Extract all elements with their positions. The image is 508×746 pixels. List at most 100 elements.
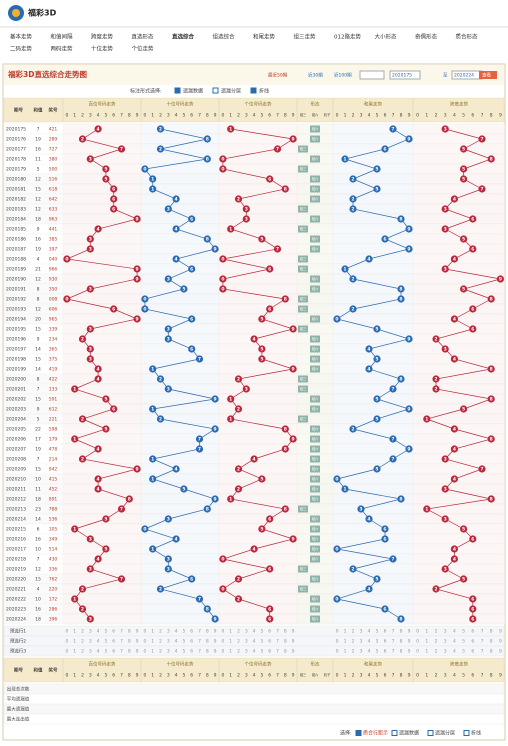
preset-digit[interactable]: 7 [120, 639, 123, 645]
preset-digit[interactable]: 8 [400, 639, 403, 645]
preset-digit[interactable]: 9 [499, 649, 502, 655]
select[interactable] [359, 70, 385, 80]
preset-digit[interactable]: 1 [229, 629, 232, 635]
preset-digit[interactable]: 8 [284, 629, 287, 635]
preset-digit[interactable]: 8 [400, 629, 403, 635]
preset-digit[interactable]: 8 [490, 639, 493, 645]
preset-digit[interactable]: 5 [182, 649, 185, 655]
preset-digit[interactable]: 2 [352, 649, 355, 655]
nav-link[interactable]: 直选综合 [172, 33, 195, 41]
preset-digit[interactable]: 7 [481, 629, 484, 635]
preset-digit[interactable]: 5 [260, 639, 263, 645]
preset-digit[interactable]: 8 [128, 639, 131, 645]
preset-digit[interactable]: 2 [237, 629, 240, 635]
checkbox[interactable] [391, 730, 398, 736]
preset-digit[interactable]: 4 [253, 629, 256, 635]
preset-digit[interactable]: 8 [206, 629, 209, 635]
preset-digit[interactable]: 0 [221, 639, 224, 645]
preset-digit[interactable]: 5 [462, 629, 465, 635]
preset-digit[interactable]: 5 [462, 649, 465, 655]
nav-link[interactable]: 组选综合 [213, 33, 236, 41]
preset-digit[interactable]: 8 [284, 639, 287, 645]
preset-digit[interactable]: 1 [344, 639, 347, 645]
preset-digit[interactable]: 0 [416, 639, 419, 645]
preset-digit[interactable]: 9 [408, 649, 411, 655]
preset-digit[interactable]: 0 [143, 649, 146, 655]
nav-link[interactable]: 和值间隔 [51, 33, 74, 41]
preset-digit[interactable]: 6 [384, 649, 387, 655]
footer-option[interactable]: 折线 [471, 730, 481, 737]
preset-digit[interactable]: 1 [229, 639, 232, 645]
checkbox[interactable] [250, 87, 257, 94]
preset-digit[interactable]: 4 [453, 629, 456, 635]
preset-digit[interactable]: 1 [151, 629, 154, 635]
preset-digit[interactable]: 7 [198, 649, 201, 655]
preset-digit[interactable]: 0 [143, 629, 146, 635]
preset-digit[interactable]: 8 [284, 649, 287, 655]
nav-link[interactable]: 大小形态 [375, 33, 398, 41]
preset-digit[interactable]: 4 [97, 629, 100, 635]
preset-digit[interactable]: 1 [344, 649, 347, 655]
control[interactable]: 查看 [482, 72, 491, 79]
preset-digit[interactable]: 3 [360, 639, 363, 645]
nav-link[interactable]: 个位走势 [132, 45, 155, 53]
preset-digit[interactable]: 9 [499, 629, 502, 635]
preset-digit[interactable]: 3 [444, 649, 447, 655]
preset-digit[interactable]: 9 [408, 629, 411, 635]
preset-digit[interactable]: 5 [104, 639, 107, 645]
preset-digit[interactable]: 1 [344, 629, 347, 635]
preset-digit[interactable]: 7 [392, 639, 395, 645]
preset-digit[interactable]: 5 [376, 629, 379, 635]
preset-digit[interactable]: 6 [471, 649, 474, 655]
preset-digit[interactable]: 9 [408, 639, 411, 645]
checkbox[interactable] [355, 730, 362, 736]
preset-digit[interactable]: 1 [425, 639, 428, 645]
preset-digit[interactable]: 6 [268, 629, 271, 635]
preset-digit[interactable]: 3 [360, 629, 363, 635]
nav-link[interactable]: 和尾走势 [253, 33, 276, 41]
preset-digit[interactable]: 9 [214, 629, 217, 635]
preset-digit[interactable]: 3 [89, 639, 92, 645]
preset-digit[interactable]: 2 [435, 649, 438, 655]
preset-digit[interactable]: 8 [206, 639, 209, 645]
preset-digit[interactable]: 3 [245, 639, 248, 645]
preset-digit[interactable]: 9 [136, 639, 139, 645]
preset-digit[interactable]: 2 [237, 649, 240, 655]
preset-digit[interactable]: 2 [435, 639, 438, 645]
preset-digit[interactable]: 3 [444, 639, 447, 645]
preset-digit[interactable]: 5 [376, 649, 379, 655]
preset-digit[interactable]: 4 [453, 639, 456, 645]
view-button[interactable] [479, 71, 497, 79]
preset-digit[interactable]: 9 [214, 649, 217, 655]
preset-digit[interactable]: 7 [120, 629, 123, 635]
preset-digit[interactable]: 6 [268, 639, 271, 645]
preset-digit[interactable]: 9 [292, 649, 295, 655]
preset-digit[interactable]: 0 [336, 649, 339, 655]
preset-digit[interactable]: 5 [260, 629, 263, 635]
preset-digit[interactable]: 6 [384, 639, 387, 645]
preset-digit[interactable]: 4 [368, 629, 371, 635]
control[interactable]: 近100期 [334, 72, 352, 79]
preset-digit[interactable]: 2 [352, 639, 355, 645]
date-input[interactable] [389, 70, 421, 80]
preset-digit[interactable]: 5 [182, 639, 185, 645]
preset-digit[interactable]: 4 [97, 639, 100, 645]
preset-digit[interactable]: 7 [120, 649, 123, 655]
preset-digit[interactable]: 4 [368, 639, 371, 645]
checkbox[interactable] [463, 730, 470, 736]
preset-digit[interactable]: 0 [221, 649, 224, 655]
preset-digit[interactable]: 6 [112, 629, 115, 635]
preset-digit[interactable]: 4 [253, 649, 256, 655]
option-label[interactable]: 遗漏数据 [183, 88, 203, 95]
preset-digit[interactable]: 8 [128, 629, 131, 635]
control[interactable]: 至 [443, 73, 448, 79]
preset-digit[interactable]: 5 [260, 649, 263, 655]
nav-link[interactable]: 跨度走势 [91, 33, 114, 41]
preset-digit[interactable]: 4 [175, 629, 178, 635]
preset-digit[interactable]: 4 [175, 649, 178, 655]
footer-option[interactable]: 质合行距示 [363, 730, 388, 737]
preset-digit[interactable]: 0 [65, 649, 68, 655]
preset-digit[interactable]: 1 [73, 639, 76, 645]
preset-digit[interactable]: 7 [276, 649, 279, 655]
checkbox[interactable] [212, 87, 219, 94]
